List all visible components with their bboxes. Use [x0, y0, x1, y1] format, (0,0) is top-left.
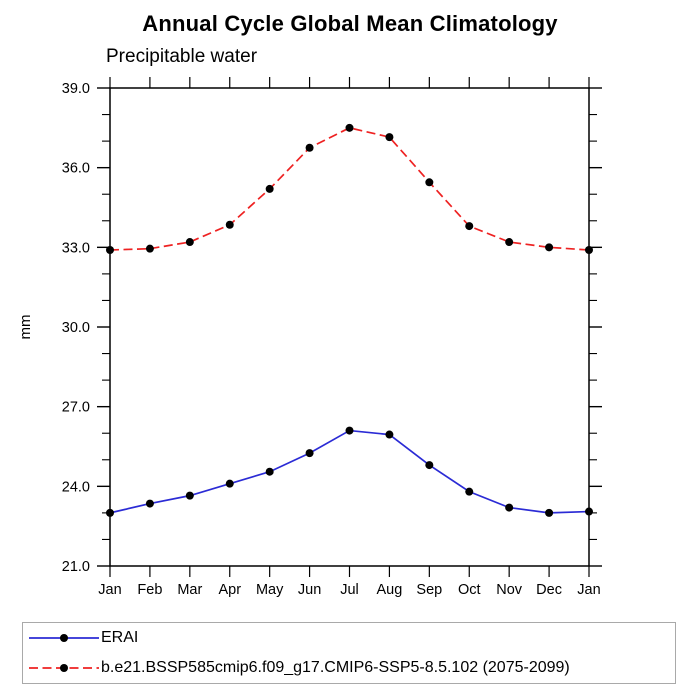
y-tick-label: 24.0 [62, 479, 90, 495]
data-point-marker [545, 243, 554, 252]
data-point-marker [385, 133, 394, 142]
legend-marker-dot [60, 664, 68, 672]
data-point-marker [505, 503, 514, 512]
data-point-marker [345, 426, 354, 435]
legend-item-model: b.e21.BSSP585cmip6.f09_g17.CMIP6-SSP5-8.… [27, 653, 675, 683]
x-tick-label: Aug [377, 582, 403, 598]
series-line-dashed [109, 126, 590, 251]
y-tick-label: 39.0 [62, 81, 90, 97]
legend-label-model: b.e21.BSSP585cmip6.f09_g17.CMIP6-SSP5-8.… [101, 659, 570, 676]
x-tick-label: Dec [536, 582, 562, 598]
legend-item-erai: ERAI [27, 623, 675, 653]
y-tick-label: 30.0 [62, 320, 90, 336]
x-tick-label: May [256, 582, 284, 598]
legend-marker-dot [60, 634, 68, 642]
x-tick-label: Jan [98, 582, 121, 598]
data-point-marker [385, 430, 394, 439]
data-point-marker [425, 461, 434, 470]
data-point-marker [545, 508, 554, 517]
data-point-marker [505, 238, 514, 247]
x-tick-label: Sep [416, 582, 442, 598]
data-point-marker [305, 449, 314, 458]
legend-line-sample-solid [29, 634, 99, 642]
legend-label-erai: ERAI [101, 629, 139, 646]
x-tick-label: Jun [298, 582, 321, 598]
data-point-marker [225, 479, 234, 488]
data-point-marker [305, 143, 314, 152]
series-line-solid [109, 429, 590, 514]
y-tick-label: 21.0 [62, 559, 90, 575]
x-tick-label: Feb [137, 582, 162, 598]
x-tick-label: Jan [577, 582, 600, 598]
data-point-marker [345, 123, 354, 132]
x-tick-label: Apr [218, 582, 241, 598]
data-point-marker [465, 222, 474, 231]
x-tick-label: Mar [177, 582, 202, 598]
x-tick-label: Oct [458, 582, 481, 598]
y-axis-label: mm [17, 315, 34, 340]
data-point-marker [106, 245, 114, 254]
y-tick-label: 36.0 [62, 161, 90, 177]
data-point-marker [585, 245, 593, 254]
data-point-marker [465, 487, 474, 496]
data-point-marker [585, 507, 593, 516]
y-tick-label: 27.0 [62, 400, 90, 416]
x-tick-label: Jul [340, 582, 359, 598]
legend-line-sample-dashed [29, 664, 99, 672]
chart-subtitle: Precipitable water [106, 46, 258, 67]
data-point-marker [106, 508, 114, 517]
data-point-marker [185, 238, 194, 247]
data-point-marker [265, 467, 274, 476]
plot-area: mm Jan Feb Mar Apr May Jun Jul Aug Sep Oct Nov Dec Ja… [17, 77, 602, 598]
data-point-marker [225, 220, 234, 229]
data-point-marker [425, 178, 434, 187]
legend-box: ERAI b.e21.BSSP585cmip6.f09_g17.CMIP6-SS… [22, 622, 676, 684]
data-point-marker [265, 184, 274, 193]
y-tick-label: 33.0 [62, 240, 90, 256]
chart-title: Annual Cycle Global Mean Climatology [142, 11, 558, 36]
data-point-marker [185, 491, 194, 500]
x-tick-label: Nov [496, 582, 523, 598]
data-point-marker [145, 244, 154, 253]
plot-frame [109, 87, 590, 567]
data-point-marker [145, 499, 154, 508]
